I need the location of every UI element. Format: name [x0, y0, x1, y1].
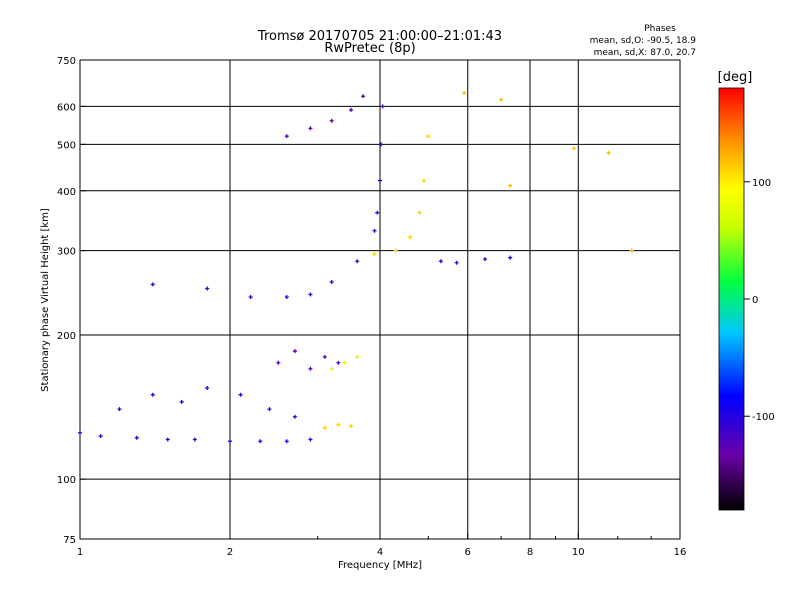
grid-lines [80, 60, 680, 539]
data-point [228, 439, 232, 444]
data-point [421, 178, 426, 183]
data-point [329, 366, 334, 371]
data-point [499, 97, 504, 102]
data-point [336, 360, 341, 365]
y-tick-label: 600 [57, 102, 76, 113]
colorbar-ticks: 100 0 -100 [744, 178, 775, 423]
title-block: Tromsø 20170705 21:00:00–21:01:43 RwPret… [257, 29, 502, 56]
data-point [393, 248, 398, 253]
data-point [322, 425, 327, 430]
data-point [165, 437, 170, 442]
data-point [349, 424, 354, 429]
data-point [308, 366, 313, 371]
x-tick-label: 16 [674, 547, 687, 558]
data-point [508, 183, 513, 188]
data-point [361, 94, 366, 99]
x-tick-label: 10 [572, 547, 585, 558]
data-point [308, 126, 313, 131]
y-tick-label: 300 [57, 247, 76, 258]
data-point [462, 90, 467, 95]
data-point [372, 228, 377, 233]
colorbar-gradient [719, 88, 744, 510]
data-point [426, 134, 431, 139]
data-point [454, 260, 459, 265]
phase-annotation-heading: Phases [644, 24, 676, 34]
colorbar-tick-label: 0 [752, 295, 758, 306]
data-point [349, 107, 354, 112]
data-point [284, 295, 289, 300]
data-point [629, 248, 634, 253]
data-point [308, 292, 313, 297]
chart-title: Tromsø 20170705 21:00:00–21:01:43 [257, 29, 502, 44]
data-point [134, 435, 139, 440]
data-point [379, 142, 384, 147]
plot-area: 1 2 4 6 8 10 16 75 100 200 300 400 500 600 750 [57, 56, 686, 558]
phase-annotation-o: mean, sd,O: -90.5, 18.9 [590, 36, 697, 46]
data-point [606, 150, 611, 155]
data-point [284, 439, 289, 444]
data-point [205, 385, 210, 390]
data-point [372, 252, 377, 257]
data-point [483, 257, 488, 262]
data-point [276, 360, 281, 365]
data-point [78, 430, 82, 435]
colorbar-tick-label: 100 [752, 178, 771, 189]
colorbar-label: [deg] [718, 70, 753, 85]
x-tick-label: 1 [77, 547, 83, 558]
data-point [238, 392, 243, 397]
data-point [322, 354, 327, 359]
data-point [438, 259, 443, 264]
data-point [150, 282, 155, 287]
data-point [355, 354, 360, 359]
data-point [355, 259, 360, 264]
data-point [192, 437, 197, 442]
axis-ticks: 1 2 4 6 8 10 16 75 100 200 300 400 500 600 750 [57, 56, 686, 558]
data-point [308, 437, 313, 442]
data-point [248, 295, 253, 300]
y-tick-label: 75 [63, 535, 76, 546]
data-point [378, 178, 382, 183]
data-point [98, 434, 103, 439]
phase-annotation-x: mean, sd,X: 87.0, 20.7 [594, 48, 696, 58]
chart-subtitle: RwPretec (8p) [324, 41, 415, 56]
data-point [284, 134, 289, 139]
data-point [380, 104, 385, 109]
data-point [258, 439, 263, 444]
x-tick-label: 8 [527, 547, 533, 558]
data-point [205, 286, 210, 291]
data-point [179, 399, 184, 404]
x-tick-label: 6 [465, 547, 471, 558]
y-tick-label: 400 [57, 187, 76, 198]
data-point [292, 349, 297, 354]
data-point [508, 255, 513, 260]
data-point [375, 210, 380, 215]
colorbar: [deg] 100 0 -100 [718, 70, 775, 511]
x-axis-label: Frequency [MHz] [338, 560, 422, 571]
y-tick-label: 500 [57, 140, 76, 151]
data-point [117, 407, 122, 412]
y-tick-label: 200 [57, 331, 76, 342]
x-tick-label: 2 [227, 547, 233, 558]
data-point [571, 146, 576, 151]
data-point [408, 235, 413, 240]
data-point [342, 360, 347, 365]
data-point [292, 414, 297, 419]
data-point [336, 422, 341, 427]
colorbar-tick-label: -100 [752, 412, 775, 423]
data-points [78, 90, 634, 444]
x-tick-label: 4 [377, 547, 383, 558]
phase-annotation: Phases mean, sd,O: -90.5, 18.9 mean, sd,… [590, 24, 697, 58]
y-tick-label: 750 [57, 56, 76, 67]
y-tick-label: 100 [57, 475, 76, 486]
data-point [417, 210, 422, 215]
data-point [329, 118, 334, 123]
data-point [150, 392, 155, 397]
data-point [329, 279, 334, 284]
y-axis-label: Stationary phase Virtual Height [km] [40, 208, 51, 392]
data-point [267, 407, 272, 412]
